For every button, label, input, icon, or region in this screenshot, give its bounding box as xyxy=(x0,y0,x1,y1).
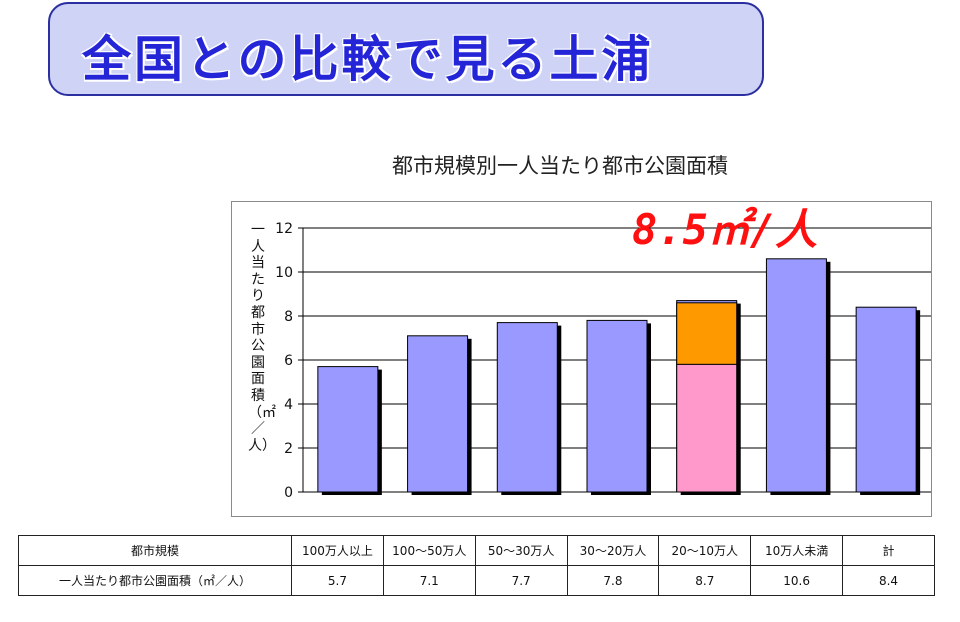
table-row-label: 一人当たり都市公園面積（㎡／人） xyxy=(18,565,292,596)
banner-title: 全国との比較で見る土浦 xyxy=(82,31,654,88)
title-banner: 全国との比較で見る土浦 xyxy=(48,2,764,96)
table-cell: 7.1 xyxy=(382,565,476,596)
table-header-row: 都市規模 100万人以上 100〜50万人 50〜30万人 30〜20万人 20… xyxy=(18,535,935,566)
y-tick-label: 0 xyxy=(284,485,293,501)
bar xyxy=(496,322,558,493)
bar xyxy=(855,306,917,493)
y-tick-label: 4 xyxy=(284,397,293,413)
table-cell: 7.8 xyxy=(566,565,660,596)
table-column-header: 50〜30万人 xyxy=(474,535,568,566)
bar xyxy=(407,335,469,493)
table-column-header: 100〜50万人 xyxy=(382,535,476,566)
bar xyxy=(586,319,648,493)
y-axis-label: 一人当たり都市公園面積（㎡／人） xyxy=(248,222,276,454)
highlight-bar-base xyxy=(676,363,738,493)
table-column-header: 計 xyxy=(842,535,935,566)
y-tick-label: 8 xyxy=(284,309,293,325)
y-tick-label: 10 xyxy=(275,265,293,281)
table-row: 一人当たり都市公園面積（㎡／人） 5.7 7.1 7.7 7.8 8.7 10.… xyxy=(18,565,935,596)
chart-title: 都市規模別一人当たり都市公園面積 xyxy=(392,154,728,178)
data-table: 都市規模 100万人以上 100〜50万人 50〜30万人 30〜20万人 20… xyxy=(18,535,935,596)
y-tick-label: 6 xyxy=(284,353,293,369)
y-tick-label: 2 xyxy=(284,441,293,457)
y-tick-label: 12 xyxy=(275,221,293,237)
table-cell: 5.7 xyxy=(291,565,384,596)
highlight-annotation: 8.5㎡/人 xyxy=(632,205,818,254)
table-column-header: 20〜10万人 xyxy=(658,535,752,566)
table-cell: 8.4 xyxy=(842,565,935,596)
table-column-header: 30〜20万人 xyxy=(566,535,660,566)
bar xyxy=(765,258,827,493)
table-cell: 8.7 xyxy=(658,565,752,596)
bar xyxy=(317,366,379,493)
table-cell: 7.7 xyxy=(474,565,568,596)
table-column-header: 100万人以上 xyxy=(291,535,384,566)
highlight-bar-top xyxy=(676,302,738,365)
table-header-label: 都市規模 xyxy=(18,535,292,566)
table-column-header: 10万人未満 xyxy=(750,535,844,566)
table-cell: 10.6 xyxy=(750,565,844,596)
